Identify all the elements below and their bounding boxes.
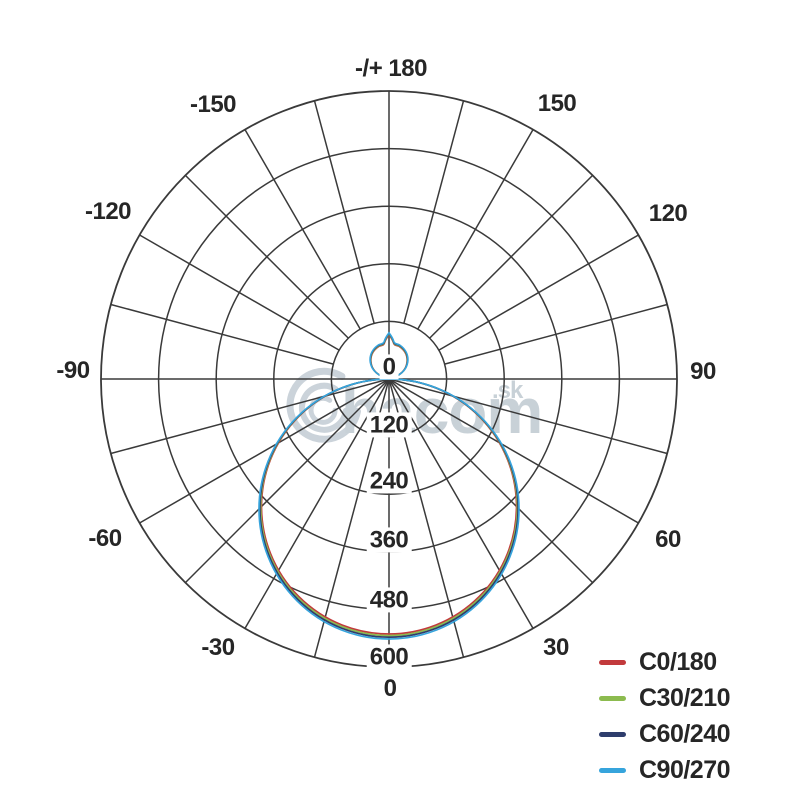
radial-tick-240: 240 [366, 468, 412, 494]
angle-label-30: 30 [543, 634, 569, 661]
angle-label-neg30: -30 [201, 634, 235, 661]
legend: C0/180 C30/210 C60/240 C90/270 [599, 644, 731, 788]
legend-item-c90-270: C90/270 [599, 752, 731, 788]
angle-label-neg120: -120 [84, 198, 132, 225]
angle-label-150: 150 [537, 90, 577, 117]
legend-item-c60-240: C60/240 [599, 716, 731, 752]
radial-tick-600: 600 [366, 644, 412, 670]
angle-label-120: 120 [648, 200, 688, 227]
radial-tick-0: 0 [379, 354, 399, 380]
legend-item-c0-180: C0/180 [599, 644, 730, 680]
legend-swatch-c90-270 [599, 767, 626, 773]
radial-tick-480: 480 [366, 587, 412, 613]
angle-label-90: 90 [690, 358, 716, 385]
legend-label-c60-240: C60/240 [639, 719, 731, 748]
legend-swatch-c60-240 [599, 731, 626, 737]
legend-swatch-c0-180 [599, 659, 626, 665]
legend-label-c0-180: C0/180 [639, 647, 717, 676]
angle-label-180: -/+ 180 [355, 55, 427, 82]
angle-label-neg60: -60 [88, 525, 122, 552]
polar-gridlines [100, 90, 678, 668]
angle-label-neg150: -150 [189, 91, 237, 118]
legend-swatch-c30-210 [599, 695, 626, 701]
radial-tick-360: 360 [366, 527, 412, 553]
legend-label-c90-270: C90/270 [639, 755, 731, 784]
legend-item-c30-210: C30/210 [599, 680, 731, 716]
angle-label-neg90: -90 [56, 357, 90, 384]
angle-label-60: 60 [655, 526, 681, 553]
watermark-suffix: .sk [492, 377, 523, 404]
radial-tick-120: 120 [366, 412, 412, 438]
angle-label-0: 0 [383, 675, 397, 702]
legend-label-c30-210: C30/210 [639, 683, 731, 712]
